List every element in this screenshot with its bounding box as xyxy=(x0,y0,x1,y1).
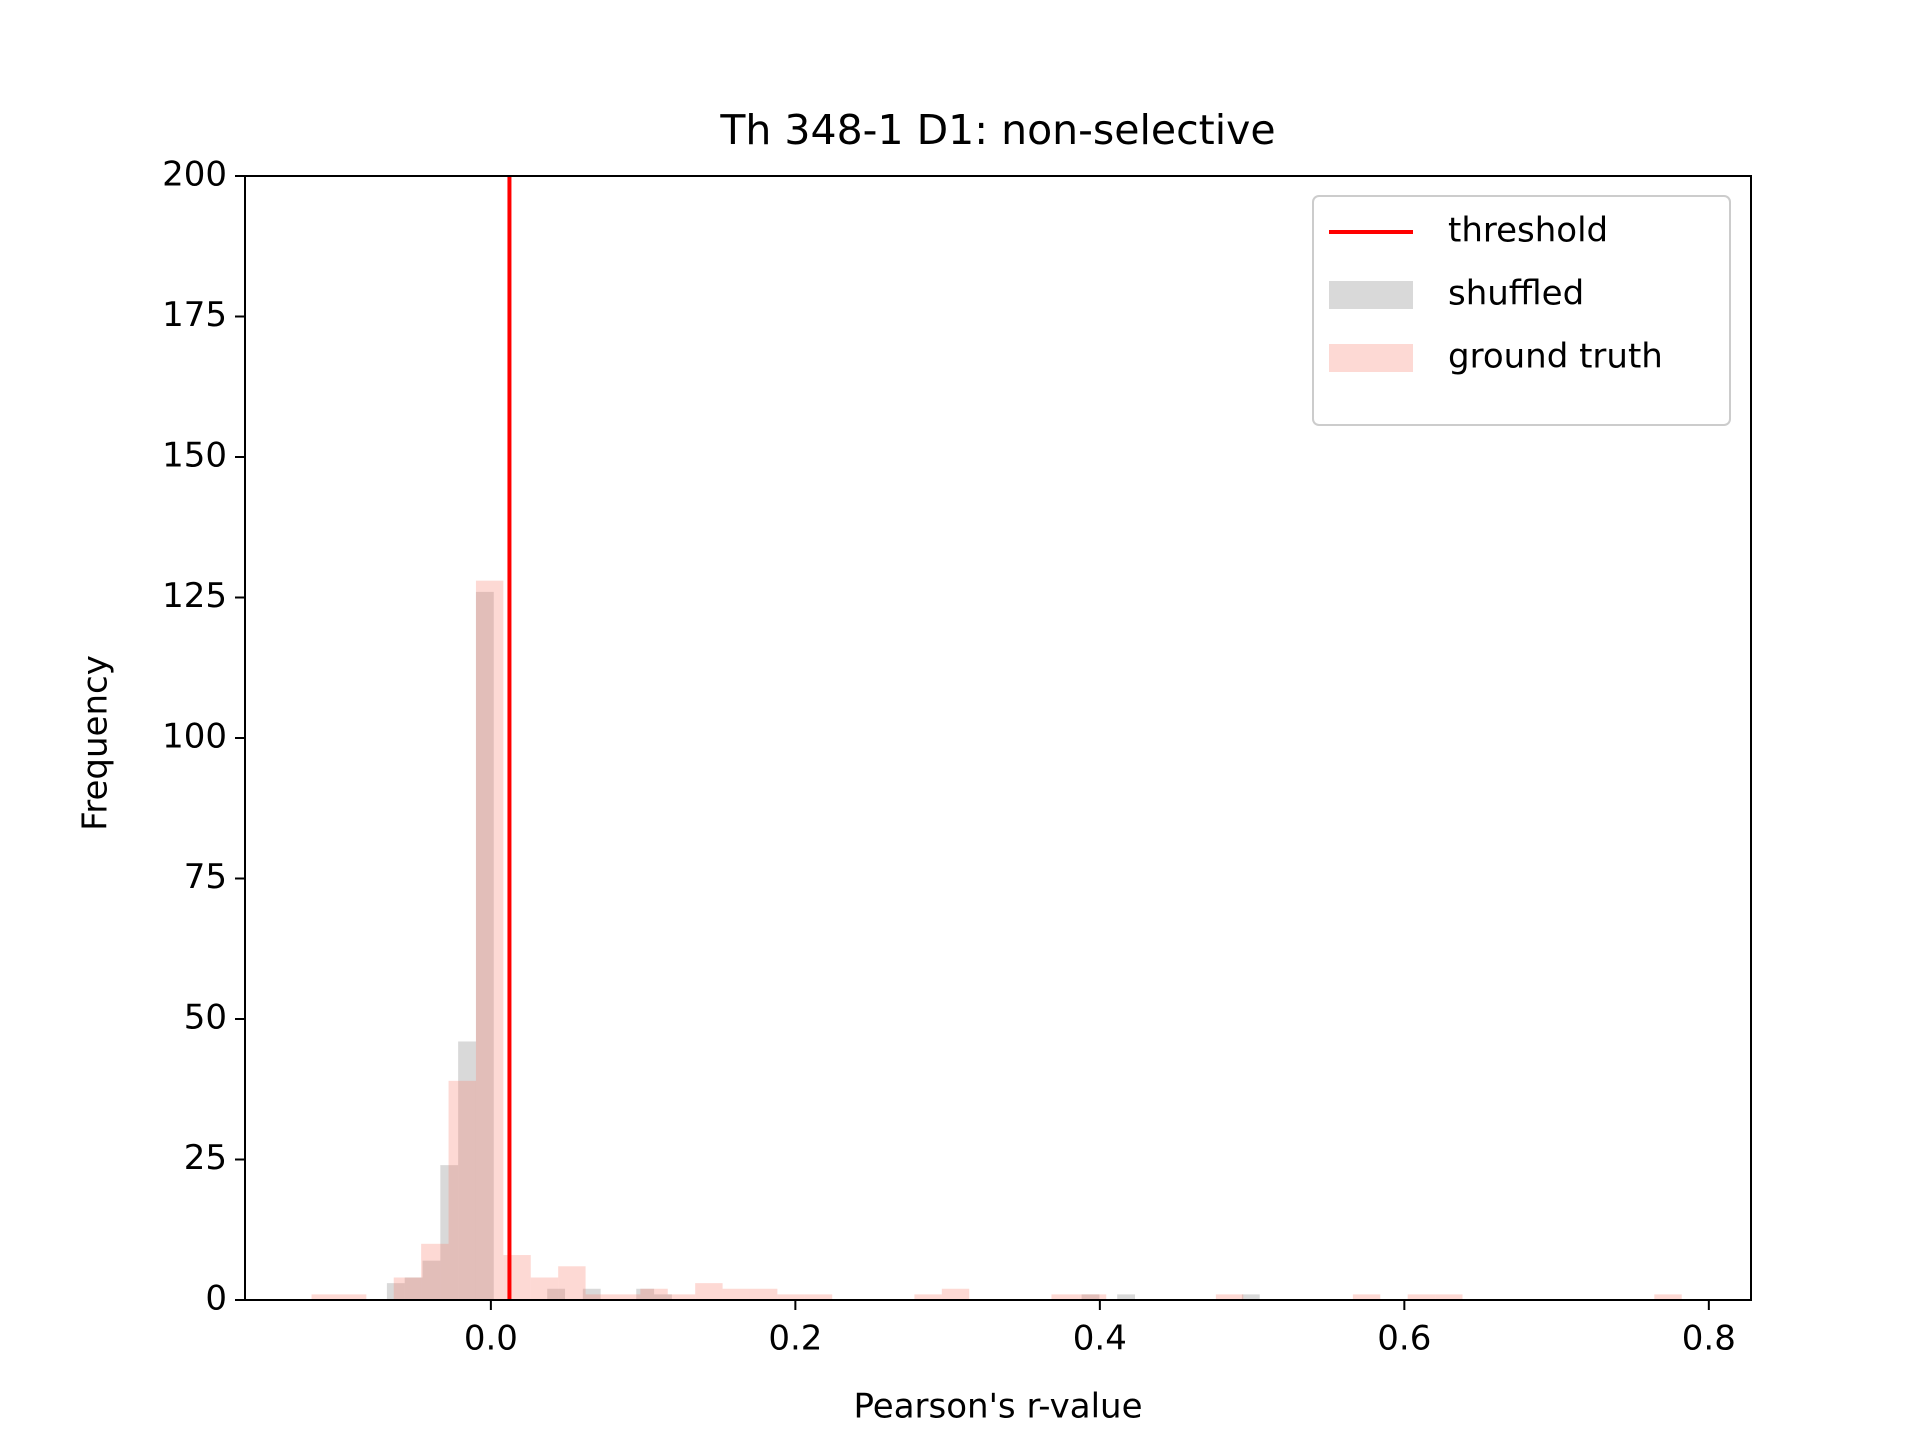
histogram-bar xyxy=(1078,1294,1107,1300)
histogram-bar xyxy=(404,1277,423,1300)
histogram-bar xyxy=(547,1288,566,1300)
histogram-bar xyxy=(585,1294,613,1300)
y-axis-label: Frequency xyxy=(76,655,116,831)
y-tick-label: 125 xyxy=(162,576,227,616)
histogram-bar xyxy=(722,1288,750,1300)
histogram-bar xyxy=(1117,1294,1136,1300)
histogram-bar xyxy=(1407,1294,1436,1300)
histogram-bar xyxy=(475,580,504,1300)
histogram-bar xyxy=(777,1294,805,1300)
histogram-bar xyxy=(654,1294,672,1300)
y-tick-label: 0 xyxy=(205,1279,227,1319)
histogram-bar xyxy=(440,1165,459,1300)
histogram-bar xyxy=(458,1041,476,1300)
legend-patch xyxy=(1329,344,1413,372)
y-tick-label: 100 xyxy=(162,717,227,757)
histogram-bar xyxy=(1654,1294,1682,1300)
y-tick-label: 75 xyxy=(184,857,227,897)
legend-label: ground truth xyxy=(1448,337,1663,377)
histogram-bar xyxy=(558,1266,586,1300)
histogram-bar xyxy=(393,1277,422,1300)
x-axis-label: Pearson's r-value xyxy=(854,1387,1143,1427)
histogram-bar xyxy=(695,1283,723,1300)
histogram-bar xyxy=(311,1294,339,1300)
histogram-bar xyxy=(475,591,494,1300)
histogram-bar xyxy=(636,1288,655,1300)
y-tick-label: 25 xyxy=(184,1138,227,1178)
legend-patch xyxy=(1329,281,1413,309)
chart-title: Th 348-1 D1: non-selective xyxy=(719,106,1275,154)
histogram-bar xyxy=(1215,1294,1244,1300)
y-tick-label: 200 xyxy=(162,155,227,195)
x-tick-label: 0.2 xyxy=(768,1319,822,1359)
histogram-bar xyxy=(1081,1294,1100,1300)
x-tick-label: 0.6 xyxy=(1377,1319,1431,1359)
histogram-bar xyxy=(914,1294,942,1300)
histogram-bar xyxy=(749,1288,778,1300)
histogram-bar xyxy=(640,1288,668,1300)
histogram-bar xyxy=(422,1260,441,1300)
histogram-bar xyxy=(421,1243,449,1300)
histogram-bar xyxy=(582,1288,601,1300)
histogram-bar xyxy=(612,1294,641,1300)
histogram-bar xyxy=(1051,1294,1079,1300)
histogram-bar xyxy=(1241,1294,1260,1300)
legend-label: shuffled xyxy=(1448,274,1584,314)
histogram-bar xyxy=(1352,1294,1381,1300)
histogram-bar xyxy=(667,1294,696,1300)
y-tick-label: 150 xyxy=(162,436,227,476)
histogram-bar xyxy=(804,1294,833,1300)
histogram-bar xyxy=(941,1288,970,1300)
y-tick-label: 50 xyxy=(184,998,227,1038)
histogram-bar xyxy=(1435,1294,1463,1300)
histogram-bar xyxy=(338,1294,367,1300)
x-tick-label: 0.8 xyxy=(1682,1319,1736,1359)
histogram-bar xyxy=(530,1277,559,1300)
x-tick-label: 0.0 xyxy=(464,1319,518,1359)
legend-label: threshold xyxy=(1448,211,1608,251)
histogram-bar xyxy=(448,1080,476,1300)
histogram-bar xyxy=(386,1283,405,1300)
x-tick-label: 0.4 xyxy=(1073,1319,1127,1359)
legend-box xyxy=(1312,195,1731,426)
y-tick-label: 175 xyxy=(162,295,227,335)
